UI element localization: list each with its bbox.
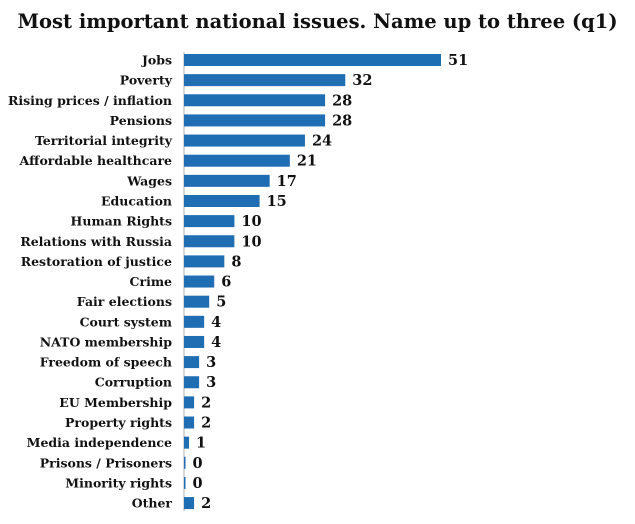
chart-title: Most important national issues. Name up … <box>17 10 618 33</box>
category-label: EU Membership <box>59 395 172 410</box>
value-label: 32 <box>352 72 372 89</box>
bar-restoration-of-justice <box>184 255 225 268</box>
category-label: NATO membership <box>40 334 173 349</box>
category-label: Property rights <box>65 415 172 430</box>
value-label: 0 <box>193 455 203 472</box>
category-label: Minority rights <box>65 475 172 490</box>
category-label: Corruption <box>95 375 172 390</box>
category-label: Affordable healthcare <box>18 153 172 168</box>
value-label: 10 <box>241 233 261 250</box>
bar-nato-membership <box>184 335 205 348</box>
bar-other <box>184 497 195 510</box>
category-label: Education <box>101 193 172 208</box>
bar-jobs <box>184 54 441 66</box>
value-label: 4 <box>211 334 221 351</box>
category-label: Restoration of justice <box>21 254 172 269</box>
value-label: 3 <box>206 354 216 371</box>
category-label: Other <box>132 496 173 511</box>
value-label: 6 <box>221 274 231 291</box>
value-label: 2 <box>201 495 211 512</box>
bar-court-system <box>184 315 205 328</box>
value-label: 28 <box>332 92 352 109</box>
value-label: 21 <box>297 153 317 170</box>
value-label: 1 <box>196 435 206 452</box>
bar-media-independence <box>184 436 190 449</box>
category-label: Court system <box>80 314 172 329</box>
bar-freedom-of-speech <box>184 356 200 369</box>
bar-human-rights <box>184 215 235 228</box>
value-label: 8 <box>231 253 241 270</box>
category-label: Pensions <box>110 113 172 128</box>
bar-rising-prices-inflation <box>184 94 326 107</box>
value-label: 3 <box>206 374 216 391</box>
category-label: Human Rights <box>71 214 172 229</box>
category-label: Poverty <box>120 73 173 88</box>
value-label: 10 <box>241 213 261 230</box>
bar-minority-rights <box>184 476 186 489</box>
bar-eu-membership <box>184 396 195 409</box>
value-label: 5 <box>216 294 226 311</box>
bar-relations-with-russia <box>184 235 235 248</box>
bar-affordable-healthcare <box>184 154 290 167</box>
bar-property-rights <box>184 416 195 429</box>
bar-corruption <box>184 376 200 389</box>
bar-poverty <box>184 74 346 87</box>
category-label: Fair elections <box>77 294 172 309</box>
value-label: 15 <box>267 193 287 210</box>
value-label: 28 <box>332 112 352 129</box>
bar-territorial-integrity <box>184 134 305 147</box>
bar-wages <box>184 174 270 187</box>
bar-education <box>184 194 260 207</box>
value-label: 24 <box>312 133 332 150</box>
category-label: Prisons / Prisoners <box>40 455 172 470</box>
value-label: 2 <box>201 415 211 432</box>
category-label: Media independence <box>27 435 172 450</box>
value-label: 4 <box>211 314 221 331</box>
category-label: Relations with Russia <box>20 234 172 249</box>
bar-pensions <box>184 114 326 127</box>
category-labels-group: Jobs Poverty Rising prices / inflation Pens… <box>8 53 173 511</box>
category-label: Jobs <box>141 53 172 68</box>
category-label: Territorial integrity <box>35 133 173 148</box>
bar-prisons-prisoners <box>184 456 186 469</box>
value-label: 0 <box>193 475 203 492</box>
value-label: 17 <box>277 173 297 190</box>
category-label: Freedom of speech <box>40 355 172 370</box>
category-label: Wages <box>126 173 172 188</box>
bar-fair-elections <box>184 295 210 308</box>
value-label: 2 <box>201 394 211 411</box>
value-label: 51 <box>448 52 468 69</box>
category-label: Crime <box>130 274 173 289</box>
category-label: Rising prices / inflation <box>8 93 172 108</box>
bar-crime <box>184 275 215 288</box>
bars-group <box>184 54 441 510</box>
